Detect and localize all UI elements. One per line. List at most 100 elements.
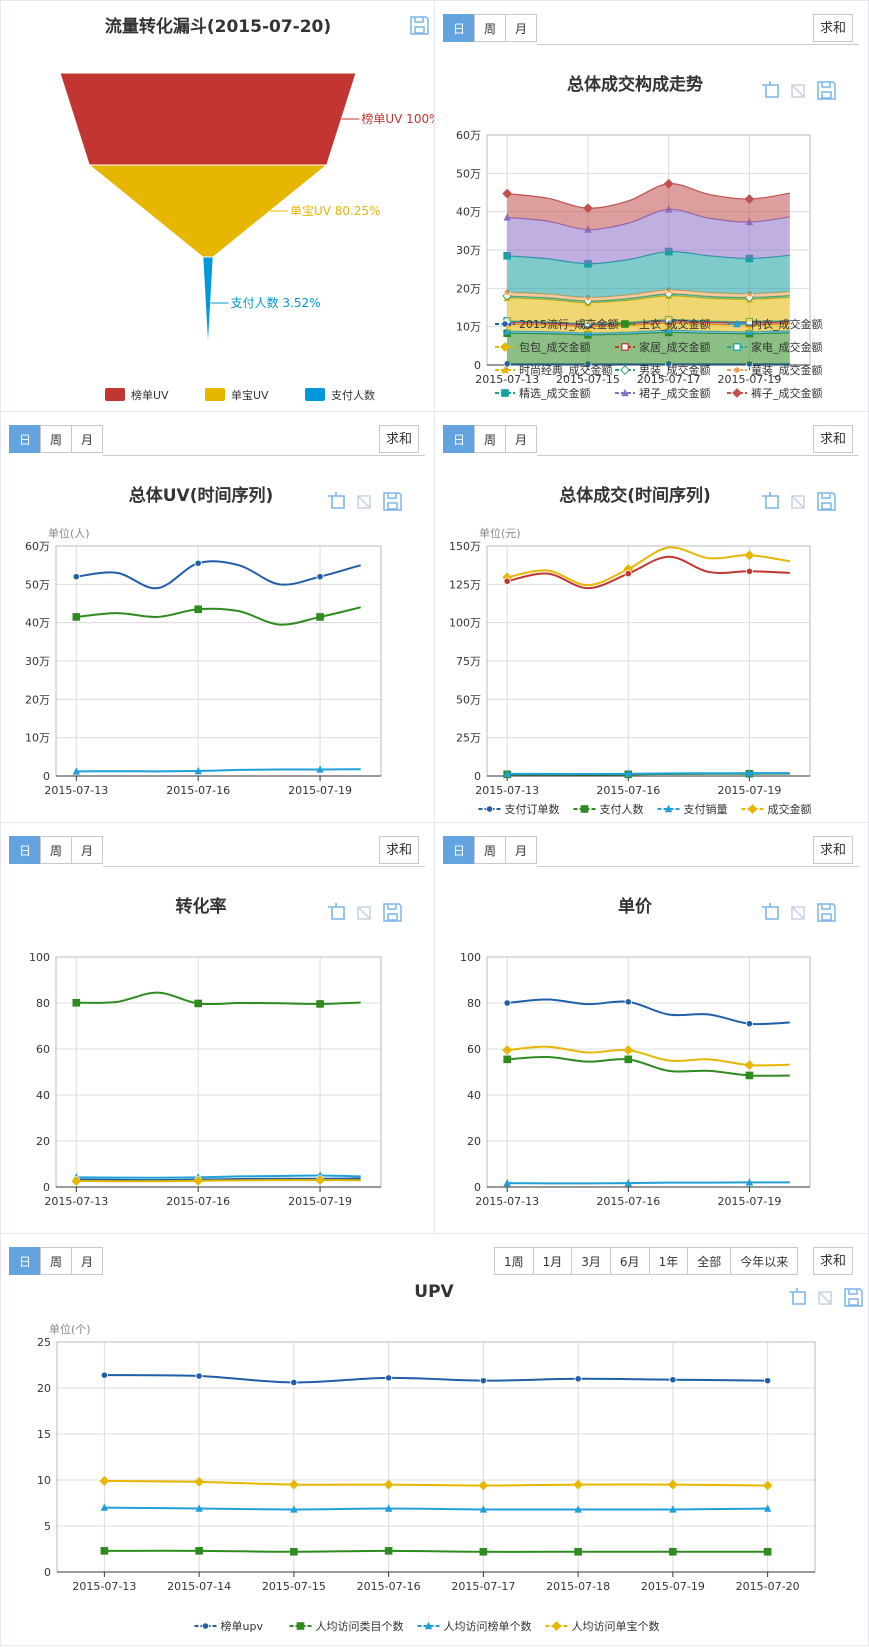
x-tick-label: 2015-07-18 [546, 1580, 610, 1593]
legend-label: 内衣_成交金额 [751, 317, 823, 331]
data-point [196, 1373, 202, 1379]
y-tick-label: 60 [36, 1043, 50, 1056]
unit-label: 单位(元) [479, 526, 521, 540]
y-tick-label: 80 [467, 997, 481, 1010]
data-point [73, 614, 79, 620]
data-point [745, 551, 753, 559]
legend-label: 支付销量 [684, 802, 728, 816]
chart-title: 单价 [618, 896, 653, 917]
y-tick-label: 60万 [456, 129, 481, 142]
y-tick-label: 0 [43, 1181, 50, 1194]
zoom-icon [328, 903, 344, 919]
legend-marker [622, 321, 628, 327]
y-tick-label: 100万 [449, 617, 481, 630]
x-tick-label: 2015-07-13 [475, 1195, 539, 1208]
data-point [625, 999, 631, 1005]
legend-label: 支付人数 [331, 389, 375, 402]
deal-chart: 总体成交(时间序列)单位(元)025万50万75万100万125万150万201… [435, 412, 869, 824]
data-point [764, 1549, 770, 1555]
data-point [504, 1056, 510, 1062]
y-tick-label: 20 [37, 1382, 51, 1395]
data-point [480, 1377, 486, 1383]
plot-area [57, 1342, 815, 1572]
data-point [625, 1056, 631, 1062]
chart-title: 总体成交构成走势 [567, 74, 703, 95]
data-point [385, 1548, 391, 1554]
data-point [746, 568, 752, 574]
y-tick-label: 50万 [25, 578, 50, 591]
series-line [104, 1508, 767, 1510]
data-point [670, 1549, 676, 1555]
y-tick-label: 100 [460, 951, 481, 964]
x-tick-label: 2015-07-16 [596, 1195, 660, 1208]
data-point [385, 1375, 391, 1381]
zoom-icon [762, 81, 778, 97]
data-point [73, 573, 79, 579]
save-icon [818, 904, 835, 921]
data-point [196, 1548, 202, 1554]
y-tick-label: 60万 [25, 540, 50, 553]
legend-marker [622, 344, 628, 350]
zoom-icon [789, 1288, 805, 1304]
data-point [669, 1480, 677, 1488]
save-icon [384, 904, 401, 921]
data-point [575, 1549, 581, 1555]
data-point [480, 1549, 486, 1555]
legend-marker [748, 805, 756, 813]
data-point [746, 1072, 752, 1078]
zoom-icon [762, 903, 778, 919]
x-tick-label: 2015-07-16 [166, 784, 230, 797]
legend-label: 榜单UV [131, 388, 169, 402]
series-line [104, 1375, 767, 1382]
legend-label: 2015流行_成交金额 [519, 317, 619, 331]
legend-label: 支付订单数 [505, 803, 560, 816]
data-point [195, 606, 201, 612]
data-point [746, 1021, 752, 1027]
chart-title: UPV [414, 1282, 454, 1302]
legend-marker [297, 1623, 303, 1629]
legend-label: 上衣_成交金额 [639, 317, 711, 331]
data-point [291, 1379, 297, 1385]
data-point [100, 1477, 108, 1485]
save-icon [818, 82, 835, 99]
x-tick-label: 2015-07-19 [288, 784, 352, 797]
legend-swatch [305, 388, 325, 401]
x-tick-label: 2015-07-16 [357, 1580, 421, 1593]
x-tick-label: 2015-07-15 [262, 1580, 326, 1593]
data-point [73, 1000, 79, 1006]
y-tick-label: 150万 [449, 540, 481, 553]
data-point [195, 1478, 203, 1486]
legend-marker [552, 1622, 560, 1630]
restore-icon [358, 496, 370, 508]
data-point [763, 1481, 771, 1489]
zoom-icon [762, 492, 778, 508]
data-point [504, 1000, 510, 1006]
x-tick-label: 2015-07-19 [641, 1580, 705, 1593]
series-line [104, 1481, 767, 1486]
legend-swatch [105, 388, 125, 401]
x-tick-label: 2015-07-19 [717, 784, 781, 797]
legend-marker [734, 367, 740, 373]
funnel-label: 榜单UV 100% [361, 111, 440, 126]
y-tick-label: 20 [467, 1135, 481, 1148]
y-tick-label: 0 [474, 1181, 481, 1194]
y-tick-label: 80 [36, 997, 50, 1010]
x-tick-label: 2015-07-13 [44, 1195, 108, 1208]
uv-chart: 总体UV(时间序列)单位(人)010万20万30万40万50万60万2015-0… [1, 412, 436, 824]
x-tick-label: 2015-07-17 [451, 1580, 515, 1593]
y-tick-label: 50万 [456, 167, 481, 180]
y-tick-label: 30万 [456, 244, 481, 257]
legend-label: 包包_成交金额 [519, 340, 591, 354]
data-point [317, 1001, 323, 1007]
funnel-label: 支付人数 3.52% [231, 295, 321, 310]
data-point [290, 1480, 298, 1488]
legend-label: 家居_成交金额 [639, 340, 711, 354]
save-icon [384, 493, 401, 510]
legend-label: 家电_成交金额 [751, 340, 823, 354]
